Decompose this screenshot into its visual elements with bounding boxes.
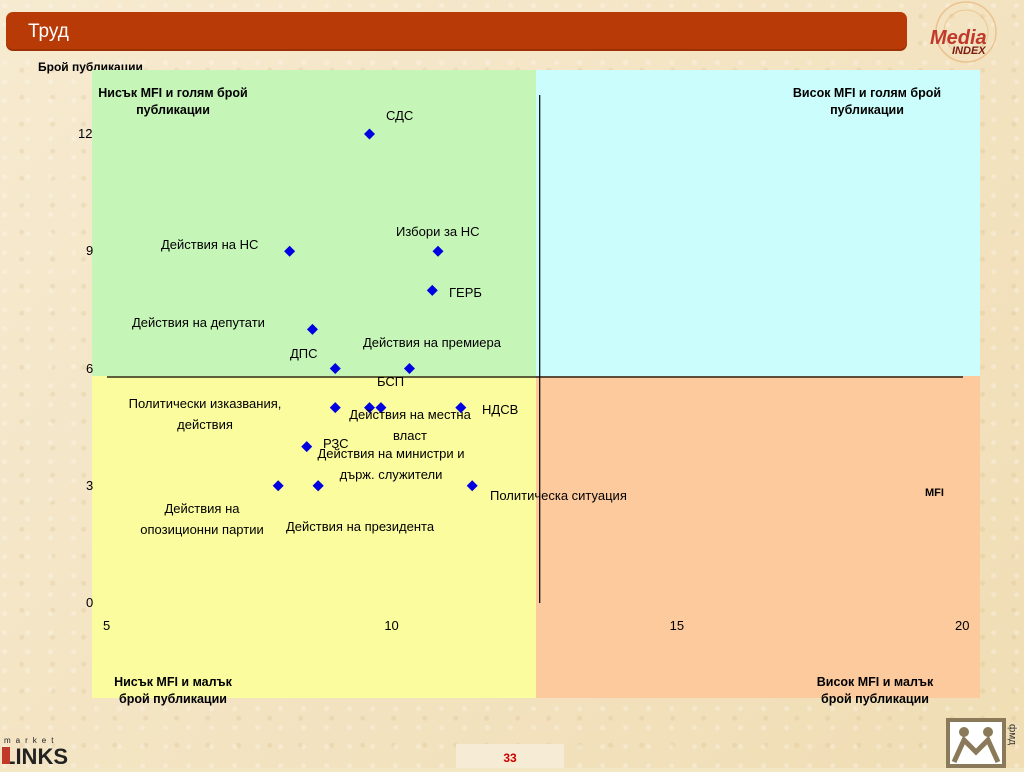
data-point-label: Действия на местна власт <box>349 407 471 443</box>
data-point-label: Избори за НС <box>396 224 480 239</box>
data-point-marker <box>426 284 438 296</box>
y-tick-label: 12 <box>78 126 93 141</box>
data-point-label: ГЕРБ <box>449 285 482 300</box>
data-point-marker <box>455 402 467 414</box>
media-index-logo: Media INDEX <box>930 1 997 63</box>
data-point-label: РЗС <box>323 436 349 451</box>
data-point-marker <box>466 480 478 492</box>
quadrant-label-bottom-left: Нисък MFI и малък брой публикации <box>114 675 232 706</box>
data-point-marker <box>364 402 376 414</box>
page-number: 33 <box>456 744 564 768</box>
svg-text:INDEX: INDEX <box>952 45 986 57</box>
y-tick-label: 3 <box>86 477 94 493</box>
x-tick-label: 20 <box>955 618 970 633</box>
fmd-logo: фмд <box>946 718 1019 768</box>
data-point-marker <box>272 480 284 492</box>
data-point-marker <box>329 363 341 374</box>
quadrant-label-top-left: Нисък MFI и голям брой публикации <box>98 86 248 117</box>
data-point-label: Действия на министри и държ. служители <box>317 446 465 482</box>
x-tick-label: 15 <box>669 618 685 633</box>
svg-text:Media: Media <box>930 27 987 49</box>
svg-text:market: market <box>4 736 58 745</box>
data-point-label: Действия на депутати <box>132 315 265 330</box>
data-point-marker <box>284 245 296 257</box>
data-point-label: СДС <box>386 108 414 123</box>
quadrant-bottom-left <box>92 376 536 698</box>
data-point-label: Действия на опозиционни партии <box>140 501 264 537</box>
data-point-label: Политически изказвания, действия <box>128 396 282 432</box>
data-point-marker <box>375 402 387 414</box>
data-point-marker <box>312 480 324 492</box>
page-title: Труд <box>28 21 69 42</box>
y-tick-label: 6 <box>86 360 94 376</box>
quadrant-top-right <box>536 70 980 376</box>
data-point-label: Действия на президента <box>286 519 435 534</box>
y-tick-label: 0 <box>86 595 94 610</box>
data-point-marker <box>301 441 313 453</box>
data-point-marker <box>432 245 444 257</box>
quadrant-bottom-right <box>536 376 980 698</box>
x-tick-label: 5 <box>103 618 111 633</box>
y-tick-label: 9 <box>86 243 94 259</box>
data-point-marker <box>329 402 341 414</box>
x-axis-title: MFI <box>925 487 944 499</box>
quadrant-top-left <box>92 70 536 376</box>
quadrant-label-top-right: Висок MFI и голям брой публикации <box>792 86 942 117</box>
data-point-label: Политическа ситуация <box>490 488 627 503</box>
quadrant-label-bottom-right: Висок MFI и малък брой публикации <box>816 675 934 706</box>
data-point-label: Действия на НС <box>161 237 259 252</box>
data-point-label: ДПС <box>290 346 318 361</box>
data-point-marker <box>403 363 415 374</box>
data-point-label: НДСВ <box>482 402 519 417</box>
title-bar: Труд <box>6 12 907 51</box>
data-point-marker <box>364 128 376 140</box>
svg-text:фмд: фмд <box>1007 724 1019 745</box>
svg-text:LINKS: LINKS <box>2 744 68 766</box>
data-point-marker <box>306 323 318 335</box>
data-point-label: БСП <box>377 374 405 389</box>
x-tick-label: 10 <box>384 618 399 633</box>
market-links-logo: market LINKS <box>2 736 68 766</box>
data-point-label: Действия на премиера <box>363 335 501 350</box>
